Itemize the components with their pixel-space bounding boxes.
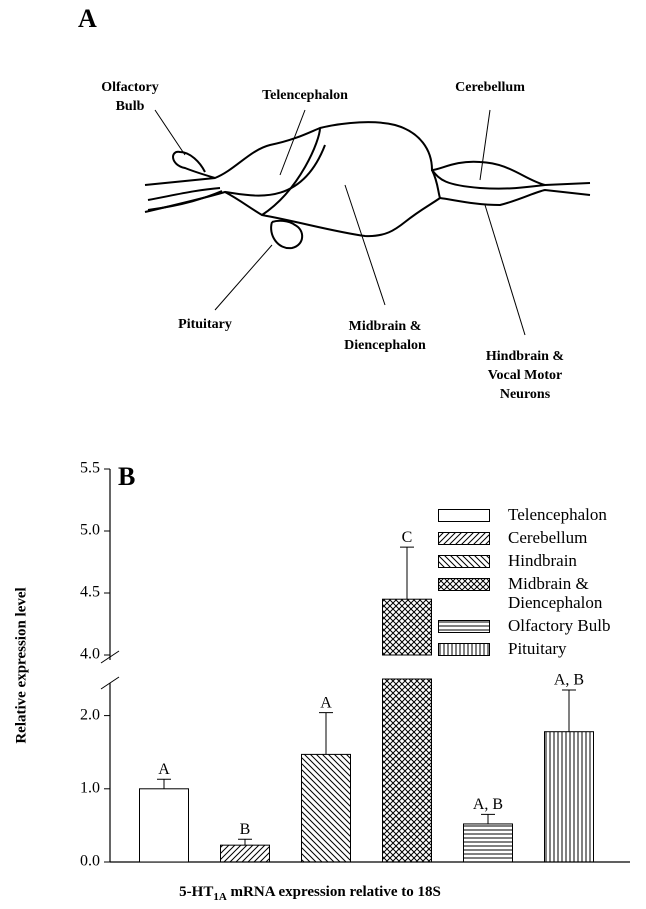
legend-label: Pituitary [508, 639, 643, 658]
x-axis-label: 5-HT1A mRNA expression relative to 18S [179, 884, 441, 902]
bar [464, 824, 513, 862]
error-bar [400, 547, 414, 599]
error-bar [238, 839, 252, 845]
error-bar [319, 713, 333, 755]
legend-item: Telencephalon [438, 505, 646, 524]
swatch [439, 579, 490, 591]
brain-drawing [145, 110, 590, 335]
legend: Telencephalon Cerebellum Hindbrain Midbrain… [438, 505, 646, 662]
y-tick-label: 4.5 [80, 584, 100, 601]
significance-label: A, B [473, 796, 503, 813]
y-tick-label: 5.5 [80, 460, 100, 477]
significance-label: B [240, 821, 251, 838]
legend-swatch [438, 509, 490, 522]
significance-label: A [158, 761, 170, 778]
significance-label: C [402, 529, 413, 546]
panel-label: B [118, 462, 135, 492]
significance-label: A, B [554, 672, 584, 689]
legend-label: Telencephalon [508, 505, 643, 524]
swatch [439, 556, 490, 568]
x-label-subscript: 1A [213, 891, 227, 903]
legend-item: Midbrain & Diencephalon [438, 574, 646, 612]
region-label: Hindbrain & Vocal Motor Neurons [470, 347, 580, 404]
swatch [439, 621, 490, 633]
legend-swatch [438, 532, 490, 545]
region-label: Midbrain & Diencephalon [330, 317, 440, 355]
x-label-text: mRNA expression relative to 18S [227, 884, 441, 900]
bar [383, 679, 432, 862]
swatch [439, 644, 490, 656]
y-tick-label: 0.0 [80, 853, 100, 870]
legend-label: Olfactory Bulb [508, 616, 643, 635]
y-tick-label: 5.0 [80, 522, 100, 539]
bar [545, 732, 594, 862]
significance-label: A [320, 694, 332, 711]
legend-item: Olfactory Bulb [438, 616, 646, 635]
error-bar [481, 814, 495, 824]
legend-swatch [438, 643, 490, 656]
page: 0.0 1.0 2.0 4.0 4.5 5.0 5.5 Relative expression… [0, 0, 646, 909]
swatch [439, 533, 490, 545]
legend-swatch [438, 578, 490, 591]
bar [383, 599, 432, 655]
legend-label: Hindbrain [508, 551, 643, 570]
region-label: Pituitary [150, 315, 260, 334]
legend-item: Pituitary [438, 639, 646, 658]
legend-item: Hindbrain [438, 551, 646, 570]
region-label: Telencephalon [240, 86, 370, 105]
legend-label: Cerebellum [508, 528, 643, 547]
x-label-text: 5-HT [179, 884, 213, 900]
error-bar [157, 779, 171, 789]
y-axis-label: Relative expression level [13, 587, 29, 743]
legend-label: Midbrain & Diencephalon [508, 574, 643, 612]
error-bar [562, 690, 576, 732]
y-tick-label: 4.0 [80, 646, 100, 663]
y-tick-label: 1.0 [80, 779, 100, 796]
region-label: Olfactory Bulb [90, 78, 170, 116]
y-tick-label: 2.0 [80, 706, 100, 723]
legend-swatch [438, 620, 490, 633]
bar [140, 789, 189, 862]
bar [221, 845, 270, 862]
panel-label: A [78, 4, 97, 34]
legend-swatch [438, 555, 490, 568]
region-label: Cerebellum [430, 78, 550, 97]
bar [302, 754, 351, 862]
figure: 0.0 1.0 2.0 4.0 4.5 5.0 5.5 Relative expression… [0, 0, 646, 909]
swatch [439, 510, 490, 522]
legend-item: Cerebellum [438, 528, 646, 547]
